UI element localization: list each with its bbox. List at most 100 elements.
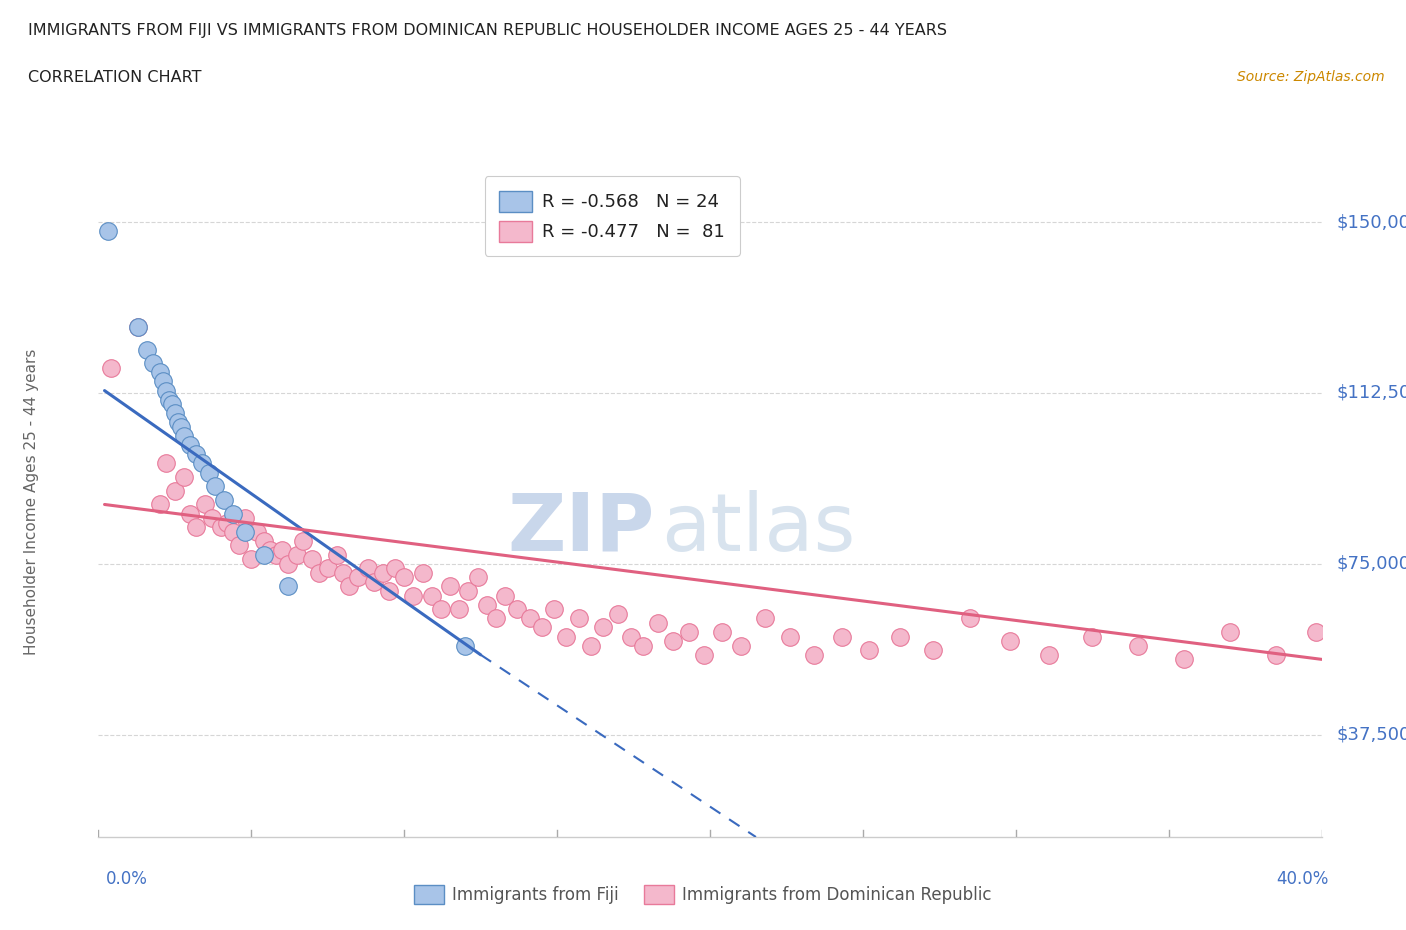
Point xyxy=(157,392,180,407)
Point xyxy=(347,570,370,585)
Point xyxy=(607,606,630,621)
Point xyxy=(392,570,416,585)
Point xyxy=(412,565,434,580)
Point xyxy=(191,456,214,471)
Text: $75,000: $75,000 xyxy=(1336,554,1406,573)
Point xyxy=(693,647,716,662)
Point xyxy=(579,638,602,653)
Point xyxy=(252,547,274,562)
Point xyxy=(779,629,801,644)
Point xyxy=(662,633,685,648)
Point xyxy=(142,356,165,371)
Point xyxy=(200,511,222,525)
Point xyxy=(97,224,120,239)
Point xyxy=(730,638,752,653)
Text: 40.0%: 40.0% xyxy=(1277,870,1329,888)
Point xyxy=(186,520,208,535)
Point xyxy=(167,415,190,430)
Point xyxy=(209,520,232,535)
Point xyxy=(363,575,385,590)
Point xyxy=(308,565,330,580)
Legend: Immigrants from Fiji, Immigrants from Dominican Republic: Immigrants from Fiji, Immigrants from Do… xyxy=(408,878,998,910)
Point xyxy=(186,447,208,462)
Point xyxy=(149,365,172,379)
Point xyxy=(754,611,776,626)
Point xyxy=(530,620,553,635)
Point xyxy=(222,525,245,539)
Point xyxy=(430,602,453,617)
Point xyxy=(998,633,1021,648)
Text: Householder Income Ages 25 - 44 years: Householder Income Ages 25 - 44 years xyxy=(24,349,38,656)
Point xyxy=(173,470,195,485)
Text: $37,500: $37,500 xyxy=(1336,725,1406,743)
Text: ZIP: ZIP xyxy=(508,490,655,568)
Point xyxy=(316,561,339,576)
Point xyxy=(204,479,226,494)
Point xyxy=(1264,647,1286,662)
Point xyxy=(384,561,406,576)
Point xyxy=(179,438,201,453)
Point xyxy=(277,556,299,571)
Text: $150,000: $150,000 xyxy=(1336,213,1406,231)
Point xyxy=(402,588,425,603)
Point xyxy=(543,602,565,617)
Point xyxy=(889,629,911,644)
Point xyxy=(449,602,471,617)
Point xyxy=(228,538,250,553)
Point xyxy=(1128,638,1150,653)
Point xyxy=(194,497,217,512)
Point xyxy=(155,456,177,471)
Point xyxy=(215,515,238,530)
Point xyxy=(152,374,174,389)
Point xyxy=(1173,652,1195,667)
Point xyxy=(371,565,394,580)
Point xyxy=(457,584,479,599)
Point xyxy=(959,611,981,626)
Point xyxy=(127,319,149,334)
Point xyxy=(246,525,269,539)
Point xyxy=(337,579,360,594)
Point xyxy=(285,547,308,562)
Point xyxy=(173,429,195,444)
Point xyxy=(163,484,186,498)
Point xyxy=(454,638,477,653)
Point xyxy=(326,547,349,562)
Point xyxy=(567,611,589,626)
Point xyxy=(136,342,159,357)
Point xyxy=(378,584,401,599)
Point xyxy=(519,611,541,626)
Point xyxy=(803,647,825,662)
Point xyxy=(100,361,122,376)
Point xyxy=(858,643,880,658)
Point xyxy=(197,465,219,480)
Text: $112,500: $112,500 xyxy=(1336,384,1406,402)
Point xyxy=(155,383,177,398)
Point xyxy=(1219,625,1241,640)
Point xyxy=(1305,625,1327,640)
Point xyxy=(301,551,323,566)
Point xyxy=(506,602,529,617)
Point xyxy=(420,588,443,603)
Point xyxy=(259,542,281,557)
Point xyxy=(631,638,654,653)
Point xyxy=(127,319,149,334)
Point xyxy=(831,629,853,644)
Text: CORRELATION CHART: CORRELATION CHART xyxy=(28,70,201,85)
Point xyxy=(494,588,516,603)
Point xyxy=(467,570,489,585)
Point xyxy=(439,579,461,594)
Point xyxy=(179,506,201,521)
Point xyxy=(240,551,263,566)
Point xyxy=(711,625,734,640)
Point xyxy=(619,629,641,644)
Point xyxy=(475,597,498,612)
Point xyxy=(922,643,945,658)
Text: atlas: atlas xyxy=(661,490,855,568)
Point xyxy=(332,565,354,580)
Point xyxy=(356,561,378,576)
Point xyxy=(592,620,614,635)
Point xyxy=(270,542,292,557)
Text: 0.0%: 0.0% xyxy=(105,870,148,888)
Text: IMMIGRANTS FROM FIJI VS IMMIGRANTS FROM DOMINICAN REPUBLIC HOUSEHOLDER INCOME AG: IMMIGRANTS FROM FIJI VS IMMIGRANTS FROM … xyxy=(28,23,948,38)
Point xyxy=(222,506,245,521)
